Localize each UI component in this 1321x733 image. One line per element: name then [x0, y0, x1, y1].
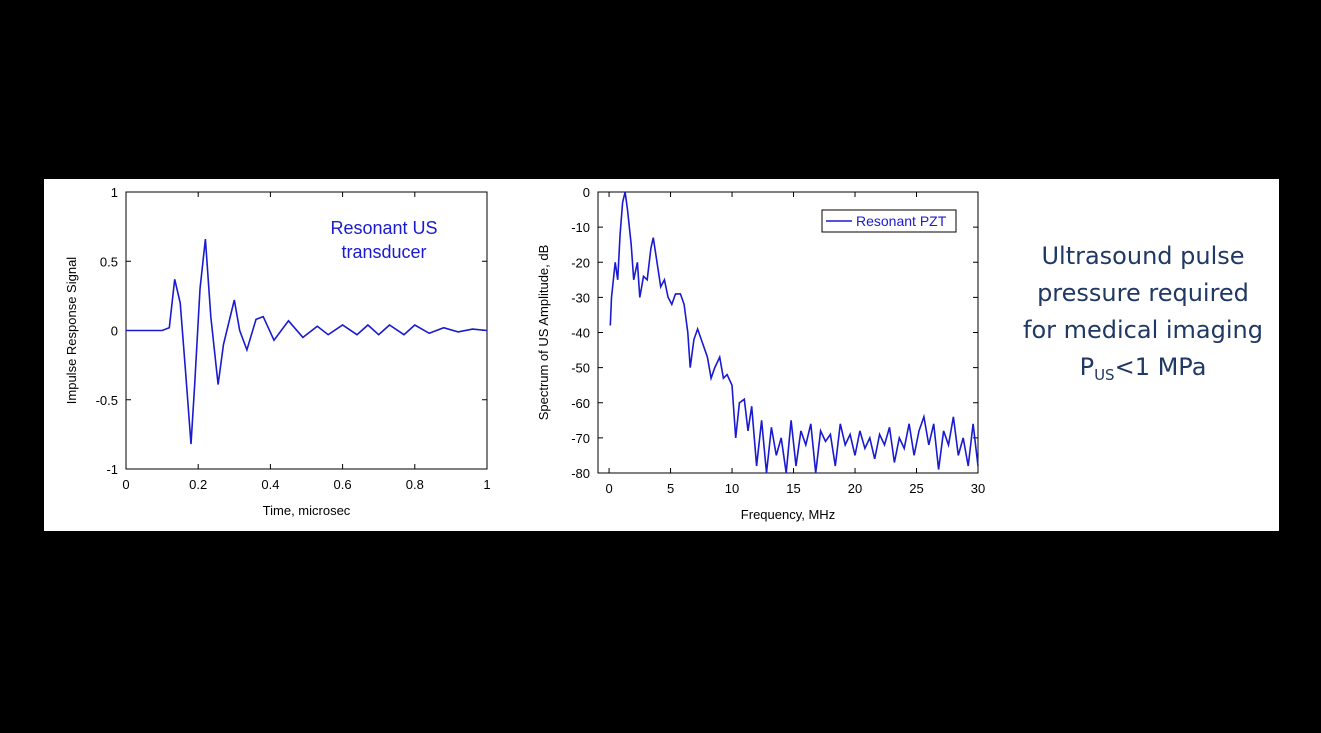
y-tick-label: -1 [106, 462, 118, 477]
x-tick-label: 5 [667, 481, 674, 496]
x-tick-label: 0 [122, 477, 129, 492]
formula-base: P [1079, 353, 1095, 381]
legend-box [821, 209, 957, 233]
y-tick-label: -20 [571, 255, 590, 270]
x-tick-label: 1 [483, 477, 490, 492]
annotation: transducer [341, 242, 426, 262]
y-tick-label: 0.5 [100, 254, 118, 269]
y-axis-label: Impulse Response Signal [64, 257, 79, 405]
x-tick-label: 20 [848, 481, 862, 496]
x-tick-label: 0.4 [261, 477, 279, 492]
formula: PUS<1 MPa [1000, 349, 1286, 386]
x-tick-label: 30 [971, 481, 985, 496]
annotation: Resonant US [330, 218, 437, 238]
x-tick-label: 0.8 [406, 477, 424, 492]
y-tick-label: -40 [571, 326, 590, 341]
x-tick-label: 10 [725, 481, 739, 496]
legend-label: Resonant PZT [856, 213, 947, 229]
x-tick-label: 0 [605, 481, 612, 496]
x-tick-label: 0.2 [189, 477, 207, 492]
data-line [126, 239, 488, 445]
formula-sub: US [1094, 366, 1115, 384]
y-tick-label: -0.5 [96, 393, 118, 408]
x-axis-label: Frequency, MHz [741, 507, 835, 522]
x-tick-label: 25 [909, 481, 923, 496]
y-tick-label: -60 [571, 396, 590, 411]
data-line [609, 191, 979, 474]
y-tick-label: 1 [111, 185, 118, 200]
y-axis-label: Spectrum of US Amplitude, dB [536, 245, 551, 421]
y-tick-label: -10 [571, 220, 590, 235]
x-tick-label: 15 [786, 481, 800, 496]
text-line: Ultrasound pulse [1041, 242, 1245, 270]
text-line: pressure required [1037, 279, 1249, 307]
y-tick-label: -70 [571, 431, 590, 446]
formula-rest: <1 MPa [1114, 353, 1207, 381]
y-tick-label: -30 [571, 290, 590, 305]
x-tick-label: 0.6 [334, 477, 352, 492]
panel [44, 179, 1279, 531]
y-tick-label: -80 [571, 466, 590, 481]
text-line: for medical imaging [1023, 316, 1263, 344]
y-tick-label: 0 [583, 185, 590, 200]
side-text: Ultrasound pulse pressure required for m… [1000, 238, 1286, 386]
y-tick-label: 0 [111, 324, 118, 339]
y-tick-label: -50 [571, 361, 590, 376]
x-axis-label: Time, microsec [263, 503, 351, 518]
